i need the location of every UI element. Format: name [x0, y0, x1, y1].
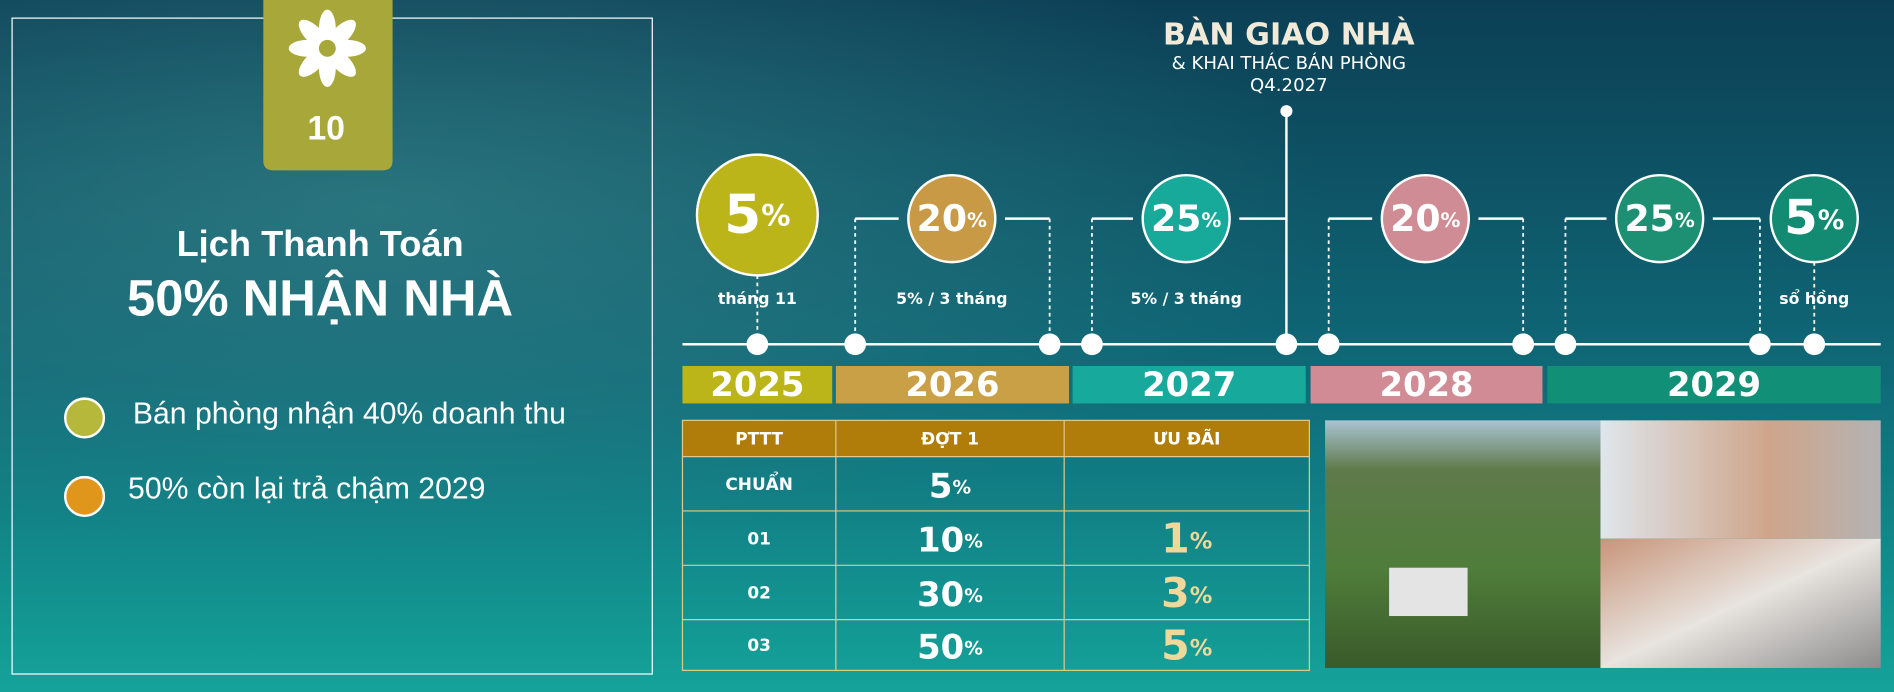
table-offer: 3% [1161, 569, 1212, 617]
table-dot1-value: 5 [929, 466, 953, 505]
timeline-dot [844, 333, 867, 356]
milestone: 25% [1624, 197, 1694, 240]
year-label: 2029 [1667, 365, 1761, 404]
timeline-dot [1512, 333, 1535, 356]
milestone-circle [907, 173, 997, 264]
milestone-caption: 5% / 3 tháng [896, 289, 1007, 308]
year-bar [682, 365, 833, 404]
bullet-dot [64, 475, 106, 517]
bullet-dot [64, 397, 106, 439]
milestone-value: 5 [1784, 190, 1818, 246]
title-line1: Lịch Thanh Toán [177, 223, 464, 264]
title-line2: 50% NHẬN NHÀ [127, 269, 513, 326]
timeline-dot [1081, 333, 1103, 356]
timeline-dot [1749, 333, 1771, 356]
table-dot1-unit: % [952, 477, 971, 498]
milestone-value: 25 [1624, 197, 1674, 240]
table-header-cell: PTTT [735, 429, 783, 449]
milestone-value: 5 [724, 183, 761, 245]
handover-subtitle: & KHAI THÁC BÁN PHÒNG [1172, 52, 1407, 74]
golf-clubhouse [1389, 567, 1468, 617]
timeline-dot [1317, 333, 1340, 356]
milestone-caption: 5% / 3 tháng [1130, 289, 1241, 308]
content: 10 Lịch Thanh Toán 50% NHẬN NHÀ Bán phòn… [11, 0, 1881, 675]
milestone: 5% [724, 183, 790, 245]
milestone-unit: % [761, 198, 790, 232]
table-header [682, 420, 1310, 457]
table-header-cell: ĐỢT 1 [921, 429, 979, 449]
table-dot1: 5% [929, 466, 972, 505]
year-label: 2027 [1142, 365, 1236, 404]
table-dot1-unit: % [964, 638, 983, 659]
timeline-dot [1038, 333, 1061, 356]
badge-icon [288, 9, 366, 87]
cooking-photo [1600, 538, 1881, 668]
milestone-circle [1141, 173, 1231, 264]
timeline-dot [1554, 333, 1577, 356]
milestone-circle [695, 153, 819, 277]
table-offer-value: 3 [1161, 569, 1190, 617]
year-bar [835, 365, 1069, 404]
milestone-unit: % [1201, 209, 1221, 232]
table-dot1-unit: % [964, 531, 983, 552]
table-header-cell: ƯU ĐÃI [1153, 427, 1220, 449]
table-offer-unit: % [1190, 528, 1213, 554]
milestone-value: 25 [1151, 197, 1201, 240]
table-dot1-value: 50 [917, 627, 964, 666]
milestone: 5% [1784, 190, 1844, 246]
year-bar [1547, 365, 1881, 404]
milestone: 20% [917, 197, 987, 240]
table-offer-value: 1 [1161, 515, 1190, 563]
table-offer: 1% [1161, 515, 1212, 563]
handover-dot [1280, 105, 1293, 118]
table-row-label: 02 [747, 583, 771, 603]
table-dot1-value: 10 [917, 520, 964, 559]
milestone-circle [1614, 173, 1705, 264]
table-dot1: 50% [917, 627, 983, 666]
milestone: 25% [1151, 197, 1221, 240]
year-bar [1072, 365, 1306, 404]
milestone-caption: sổ hồng [1779, 289, 1849, 308]
timeline-dot [746, 333, 769, 356]
table-offer-unit: % [1190, 635, 1213, 661]
handover-date: Q4.2027 [1250, 75, 1328, 96]
year-label: 2028 [1379, 365, 1473, 404]
milestone-circle [1769, 173, 1859, 264]
handover-title: BÀN GIAO NHÀ [1163, 17, 1415, 53]
year-label: 2025 [710, 365, 804, 404]
table-offer-unit: % [1190, 583, 1213, 609]
milestone-unit: % [967, 209, 987, 232]
year-label: 2026 [905, 365, 999, 404]
table-row-label: 03 [747, 635, 771, 655]
table-offer: 5% [1161, 622, 1212, 670]
table-row-label: 01 [747, 528, 771, 548]
milestone-unit: % [1675, 209, 1695, 232]
bullet-text: Bán phòng nhận 40% doanh thu [133, 397, 566, 430]
table-dot1: 10% [917, 520, 983, 559]
milestone-unit: % [1818, 205, 1845, 236]
bullet-text: 50% còn lại trả chậm 2029 [128, 472, 485, 505]
badge-number: 10 [307, 109, 345, 147]
milestone: 20% [1390, 197, 1460, 240]
yoga-photo [1600, 420, 1881, 539]
table-row-label: CHUẨN [725, 470, 793, 494]
table-frame [681, 419, 1310, 671]
golf-photo [1325, 420, 1601, 668]
milestone-caption: tháng 11 [718, 289, 797, 308]
table-offer-value: 5 [1161, 622, 1190, 670]
timeline-dot [1803, 333, 1826, 356]
milestone-value: 20 [917, 197, 967, 240]
milestone-value: 20 [1390, 197, 1440, 240]
milestone-circle [1380, 173, 1471, 264]
table-dot1: 30% [917, 575, 983, 614]
table-dot1-unit: % [964, 586, 983, 607]
milestone-unit: % [1441, 209, 1461, 232]
timeline-dot [1275, 333, 1298, 356]
year-bar [1310, 365, 1543, 404]
table-dot1-value: 30 [917, 575, 964, 614]
